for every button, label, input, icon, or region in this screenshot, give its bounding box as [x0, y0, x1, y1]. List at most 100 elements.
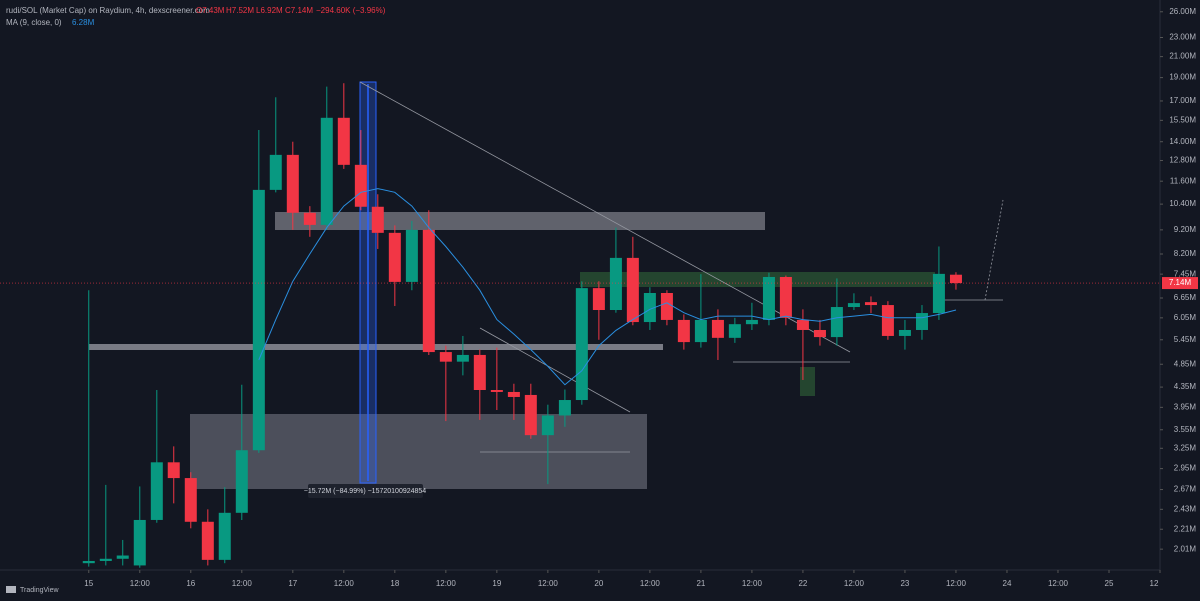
candle-body [269, 154, 282, 190]
chart-title: rudi/SOL (Market Cap) on Raydium, 4h, de… [6, 6, 210, 15]
candle-body [779, 276, 792, 318]
candle-body [235, 450, 248, 513]
y-tick-label: 2.67M [1174, 485, 1197, 494]
x-tick-label: 22 [798, 579, 807, 588]
x-tick-label: 12:00 [1048, 579, 1069, 588]
x-tick-label: 24 [1003, 579, 1012, 588]
candle-body [881, 305, 894, 336]
x-tick-label: 18 [390, 579, 399, 588]
ma-label: MA (9, close, 0) [6, 18, 62, 27]
candle-body [847, 303, 860, 308]
x-tick-label: 15 [84, 579, 93, 588]
trend-line [479, 327, 631, 413]
candle-body [184, 478, 197, 522]
candle-body [303, 212, 316, 225]
candle-body [354, 164, 367, 207]
x-tick-label: 12:00 [946, 579, 967, 588]
candle-body [864, 302, 877, 306]
y-tick-label: 5.45M [1174, 335, 1197, 344]
y-tick-label: 12.80M [1169, 156, 1196, 165]
candle-body [898, 329, 911, 336]
x-tick-label: 23 [900, 579, 909, 588]
y-tick-label: 9.20M [1174, 225, 1197, 234]
candle-body [201, 521, 214, 560]
ohlc-label: L6.92M [256, 6, 283, 15]
candle-body [371, 206, 384, 233]
candle-body [218, 512, 231, 560]
candle-body [711, 319, 724, 338]
candle-body [643, 293, 656, 323]
candle-body [150, 462, 163, 520]
candle-body [541, 415, 554, 436]
candle-body [728, 324, 741, 338]
y-tick-label: 15.50M [1169, 115, 1196, 124]
candle-body [558, 400, 571, 416]
y-tick-label: 3.55M [1174, 425, 1197, 434]
price-label-box [1162, 277, 1198, 290]
ohlc-label: O7.43M [196, 6, 225, 15]
candle-body [116, 555, 129, 559]
candle-body [388, 232, 401, 282]
brand: TradingView [20, 587, 59, 594]
brand-logo [6, 586, 16, 593]
candle-body [337, 117, 350, 165]
y-tick-label: 14.00M [1169, 137, 1196, 146]
candle-body [405, 229, 418, 282]
candle-body [830, 307, 843, 338]
candle-body [915, 313, 928, 330]
candle-body [422, 229, 435, 353]
y-tick-label: 8.20M [1174, 249, 1197, 258]
y-tick-label: 2.95M [1174, 464, 1197, 473]
y-tick-label: 23.00M [1169, 33, 1196, 42]
candle-body [592, 288, 605, 311]
candle-body [762, 276, 775, 320]
ohlc-label: H7.52M [226, 6, 254, 15]
ma-value: 6.28M [72, 18, 95, 27]
y-tick-label: 4.85M [1174, 359, 1197, 368]
candle-body [82, 560, 95, 564]
zone-box [275, 212, 765, 230]
price-label: 7.14M [1169, 278, 1192, 287]
candle-body [677, 319, 690, 343]
x-tick-label: 12:00 [844, 579, 865, 588]
y-tick-label: 6.65M [1174, 293, 1197, 302]
candle-body [473, 354, 486, 391]
y-tick-label: 11.60M [1170, 176, 1196, 185]
candle-body [133, 519, 146, 566]
x-tick-label: 25 [1105, 579, 1114, 588]
x-tick-label: 12:00 [436, 579, 457, 588]
x-tick-label: 21 [696, 579, 705, 588]
x-tick-label: 12:00 [334, 579, 355, 588]
y-tick-label: 6.05M [1174, 313, 1197, 322]
y-tick-label: 17.00M [1169, 96, 1196, 105]
ohlc-label: C7.14M [285, 6, 313, 15]
y-tick-label: 21.00M [1169, 52, 1196, 61]
candle-body [320, 117, 333, 225]
x-tick-label: 17 [288, 579, 297, 588]
y-tick-label: 2.21M [1174, 524, 1197, 533]
candle-body [490, 390, 503, 392]
y-tick-label: 2.43M [1174, 504, 1197, 513]
x-tick-label: 12:00 [232, 579, 253, 588]
y-tick-label: 26.00M [1169, 7, 1196, 16]
x-tick-label: 12 [1150, 579, 1159, 588]
candle-body [609, 257, 622, 311]
x-tick-label: 12:00 [130, 579, 151, 588]
candle-body [932, 273, 945, 314]
y-tick-label: 3.95M [1174, 402, 1197, 411]
candle-body [167, 462, 180, 479]
candle-body [524, 394, 537, 436]
candle-body [286, 154, 299, 213]
y-tick-label: 2.01M [1174, 544, 1197, 553]
zone-box [800, 367, 815, 396]
candle-body [660, 293, 673, 320]
x-tick-label: 20 [594, 579, 603, 588]
candle-body [456, 354, 469, 362]
candle-body [575, 288, 588, 401]
candle-body [626, 257, 639, 323]
candle-body [949, 274, 962, 284]
x-tick-label: 16 [186, 579, 195, 588]
x-tick-label: 19 [492, 579, 501, 588]
x-tick-label: 12:00 [538, 579, 559, 588]
